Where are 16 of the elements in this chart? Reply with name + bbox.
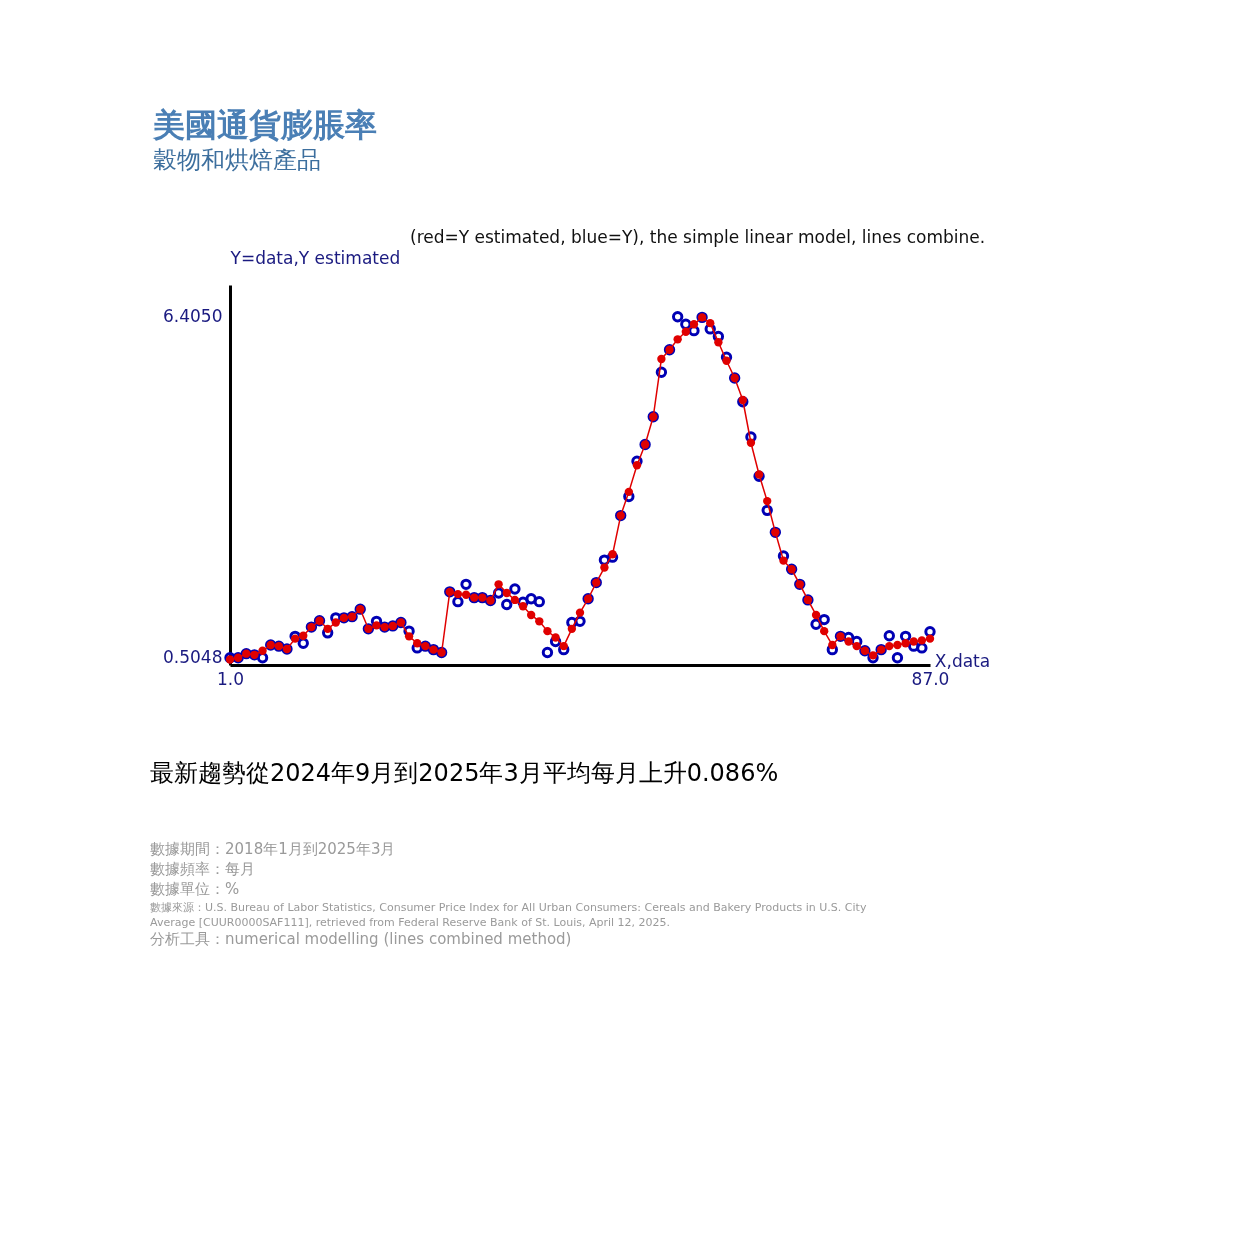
y-tick-label: 6.4050 bbox=[163, 305, 223, 326]
text: Average [CUUR0000SAF111], retrieved from Federal Reserve Bank of St. Louis, April 12, 2025. bbox=[150, 916, 671, 929]
x-axis-title: X,data bbox=[934, 650, 991, 671]
x-tick-label: 1.0 bbox=[216, 668, 245, 689]
text: 最新趨勢從2024年9月到2025年3月平均每月上升0.086% bbox=[150, 759, 779, 787]
y-axis-title: Y=data,Y estimated bbox=[229, 247, 401, 268]
text: 數據頻率：每月 bbox=[150, 860, 255, 878]
chart-title: 美國通貨膨脹率 bbox=[151, 106, 377, 144]
text: 分析工具：numerical modelling (lines combined method) bbox=[150, 930, 572, 948]
x-tick-label: 87.0 bbox=[911, 668, 950, 689]
text: 數據來源：U.S. Bureau of Labor Statistics, Consumer Price Index for All Urban Consumers: Cereals and Bakery Products in U.S. City bbox=[150, 901, 867, 914]
text: 數據期間：2018年1月到2025年3月 bbox=[150, 840, 396, 858]
text: 數據單位：% bbox=[150, 880, 240, 898]
chart-subtitle: 穀物和烘焙產品 bbox=[152, 146, 321, 174]
text: (red=Y estimated, blue=Y), the simple linear model, lines combine. bbox=[410, 227, 986, 247]
y-tick-label: 0.5048 bbox=[163, 646, 223, 667]
